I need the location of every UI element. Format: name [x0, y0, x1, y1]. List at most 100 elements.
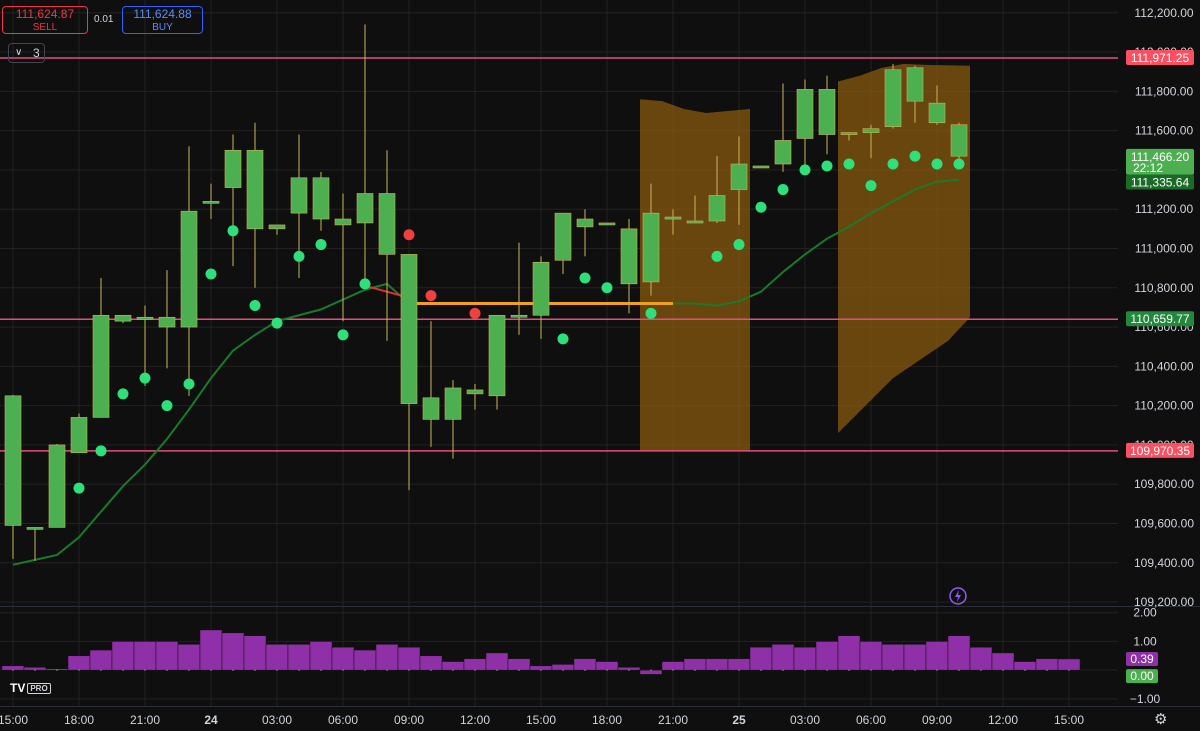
- histogram-bar: [67, 655, 91, 671]
- candle: [334, 193, 352, 322]
- candle: [840, 132, 858, 141]
- candle: [70, 413, 88, 454]
- signal-dot: [469, 307, 481, 319]
- histogram-bar: [353, 649, 377, 671]
- signal-dot: [403, 229, 415, 241]
- candle: [686, 195, 704, 224]
- histogram-bar: [705, 658, 729, 671]
- candle-body: [70, 417, 88, 454]
- candle-body: [576, 218, 594, 228]
- candle-body: [4, 395, 22, 526]
- histogram-bar: [155, 641, 179, 671]
- candle: [444, 380, 462, 459]
- candle: [928, 85, 946, 125]
- signal-dot: [249, 299, 261, 311]
- candle: [312, 171, 330, 231]
- candle: [708, 156, 726, 223]
- candle-body: [378, 193, 396, 255]
- candle-body: [510, 314, 528, 318]
- price-tick-label: 109,400.00: [1134, 556, 1194, 570]
- histogram-zero-tick: [540, 669, 542, 671]
- candle: [906, 65, 924, 123]
- histogram-zero-tick: [342, 669, 344, 671]
- price-tick-label: 111,600.00: [1135, 124, 1194, 138]
- signal-dot: [315, 239, 327, 251]
- signal-dot: [337, 329, 349, 341]
- lightning-icon[interactable]: [949, 587, 967, 605]
- histogram-zero-tick: [804, 669, 806, 671]
- pro-badge: PRO: [27, 683, 51, 695]
- histogram-zero-tick: [188, 669, 190, 671]
- signal-dot: [865, 180, 877, 192]
- lightning-icon-ring: [949, 587, 967, 605]
- histogram-zero-tick: [826, 669, 828, 671]
- histogram-bar: [485, 652, 509, 671]
- histogram-zero-tick: [1046, 669, 1048, 671]
- level-tag-3-label: 109,970.35: [1130, 444, 1190, 458]
- signal-dot: [755, 201, 767, 213]
- histogram-tag-label: 0.00: [1130, 669, 1154, 683]
- indicator-legend-toggle[interactable]: ∨ 3: [8, 43, 45, 63]
- lightning-icon-bolt: [955, 590, 961, 602]
- buy-price: 111,624.88: [133, 7, 192, 21]
- histogram-bar: [177, 644, 201, 671]
- price-tick-label: 111,200.00: [1135, 202, 1194, 216]
- candle-body: [796, 89, 814, 139]
- buy-button[interactable]: 111,624.88 BUY: [122, 6, 203, 34]
- candle: [862, 124, 880, 159]
- histogram-zero-tick: [738, 669, 740, 671]
- buy-label: BUY: [152, 22, 173, 33]
- signal-dots: [73, 150, 965, 494]
- time-tick-label: 09:00: [922, 713, 952, 727]
- histogram-zero-tick: [694, 669, 696, 671]
- histogram-tag-1: 0.39: [1126, 651, 1158, 666]
- histogram-bar: [441, 661, 465, 671]
- histogram-zero-tick: [518, 669, 520, 671]
- candle-body: [114, 314, 132, 322]
- candle-body: [708, 195, 726, 222]
- histogram-zero-tick: [606, 669, 608, 671]
- time-tick-label: 09:00: [394, 713, 424, 727]
- signal-dot: [293, 250, 305, 262]
- candle-body: [642, 212, 660, 283]
- candle-body: [224, 149, 242, 188]
- logo-mark: TV: [10, 681, 26, 695]
- tradingview-logo[interactable]: TV PRO: [10, 681, 51, 695]
- histogram-bar: [1, 665, 25, 671]
- price-tick-label: 110,400.00: [1134, 359, 1193, 373]
- histogram-bar: [947, 635, 971, 671]
- candle-body: [554, 212, 572, 261]
- signal-dot: [909, 150, 921, 162]
- histogram-zero-tick: [870, 669, 872, 671]
- histogram-bar: [133, 641, 157, 671]
- level-tag-2: 110,659.77: [1126, 311, 1194, 327]
- signal-dot: [425, 290, 437, 302]
- candle: [796, 79, 814, 166]
- orange-zone-2: [838, 63, 970, 434]
- sell-button[interactable]: 111,624.87 SELL: [2, 6, 88, 34]
- candle: [642, 183, 660, 296]
- candle: [92, 277, 110, 418]
- histogram-bar: [639, 669, 663, 675]
- signal-dot: [601, 282, 613, 294]
- signal-dot: [271, 317, 283, 329]
- histogram-bar: [991, 652, 1015, 671]
- candle: [554, 212, 572, 275]
- histogram-bar: [287, 644, 311, 671]
- time-tick-label: 25: [732, 713, 746, 727]
- candle-body: [488, 314, 506, 397]
- candle: [422, 321, 440, 447]
- price-tick-label: 110,200.00: [1134, 399, 1193, 413]
- histogram-zero-tick: [122, 669, 124, 671]
- histogram-zero-tick: [672, 669, 674, 671]
- candle: [356, 24, 374, 284]
- histogram-zero-tick: [1024, 669, 1026, 671]
- candle-body: [752, 165, 770, 169]
- histogram-bar: [1057, 658, 1081, 671]
- gear-icon[interactable]: ⚙: [1154, 711, 1168, 728]
- candle: [488, 314, 506, 410]
- histogram-bar: [529, 665, 553, 671]
- candle-body: [818, 89, 836, 135]
- histogram-zero-tick: [650, 669, 652, 671]
